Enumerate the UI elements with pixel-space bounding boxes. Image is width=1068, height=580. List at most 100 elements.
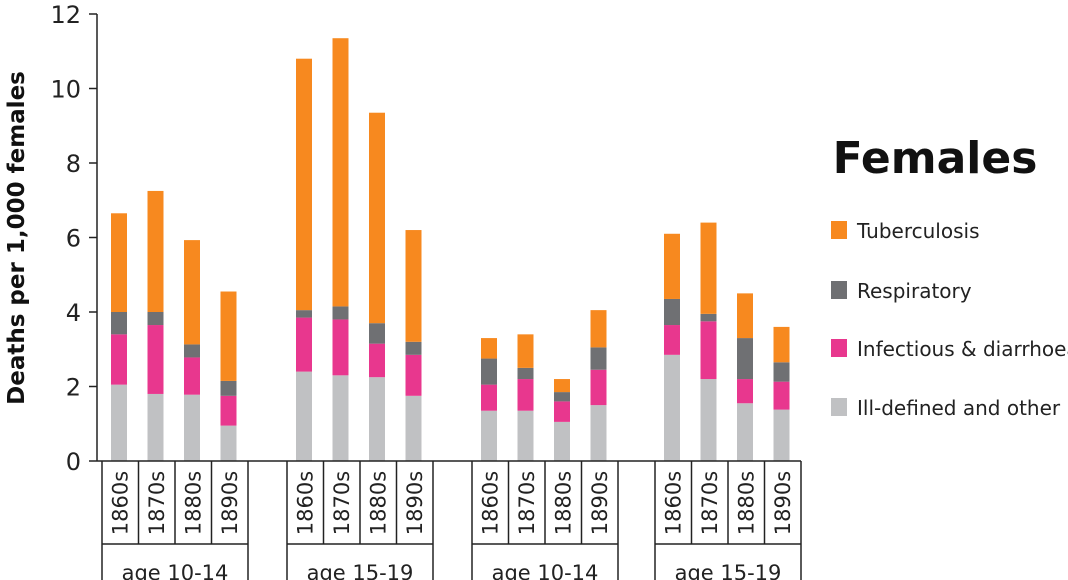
- bar-segment: [369, 377, 385, 461]
- bar-segment: [664, 298, 680, 326]
- bar-segment: [296, 317, 312, 372]
- legend-swatch: [831, 221, 847, 239]
- category-label: 1860s: [478, 471, 502, 535]
- category-label: 1890s: [218, 471, 242, 535]
- legend-swatch: [831, 398, 847, 416]
- bar-segment: [111, 312, 127, 335]
- y-tick-label: 2: [66, 374, 81, 402]
- category-label: 1880s: [551, 471, 575, 535]
- y-tick-label: 12: [50, 1, 81, 29]
- bar-segment: [737, 338, 753, 380]
- group-label: age 10-14: [122, 561, 229, 580]
- bar-segment: [773, 362, 790, 382]
- bar-segment: [590, 310, 607, 348]
- y-axis-label: Deaths per 1,000 females: [4, 71, 30, 405]
- bar-segment: [554, 421, 570, 461]
- category-label: 1880s: [366, 471, 390, 535]
- bar-segment: [220, 380, 237, 396]
- bar-segment: [554, 392, 570, 402]
- bar-segment: [147, 393, 164, 461]
- group-label: age 10-14: [492, 561, 599, 580]
- bar-segment: [481, 410, 497, 461]
- bar-segment: [332, 38, 349, 307]
- bar-segment: [481, 358, 497, 385]
- bar-segment: [184, 240, 200, 345]
- category-label: 1870s: [145, 471, 169, 535]
- bar-segment: [332, 306, 349, 320]
- bar-segment: [184, 357, 200, 395]
- bar-segment: [220, 425, 237, 461]
- bar-segment: [296, 310, 312, 318]
- bar-segment: [554, 401, 570, 422]
- category-label: 1860s: [293, 471, 317, 535]
- bar-segment: [700, 379, 717, 461]
- bar-segment: [517, 334, 534, 368]
- bar-segment: [184, 394, 200, 461]
- category-label: 1860s: [661, 471, 685, 535]
- bar-segment: [737, 403, 753, 461]
- category-label: 1880s: [181, 471, 205, 535]
- bar-segment: [773, 326, 790, 363]
- legend-swatch: [831, 339, 847, 357]
- bar-segment: [590, 347, 607, 370]
- bar-segment: [184, 344, 200, 358]
- bar-segment: [147, 190, 164, 312]
- group-label: age 15-19: [307, 561, 414, 580]
- bar-segment: [147, 325, 164, 394]
- category-label: 1890s: [403, 471, 427, 535]
- bars: [111, 38, 790, 461]
- bar-segment: [405, 341, 422, 355]
- bar-segment: [517, 410, 534, 461]
- legend-title: Females: [833, 133, 1038, 184]
- bar-segment: [664, 233, 680, 299]
- bar-segment: [111, 213, 127, 312]
- category-label: 1890s: [771, 471, 795, 535]
- bar-segment: [369, 343, 385, 378]
- y-tick-label: 10: [50, 76, 81, 104]
- y-tick-label: 6: [66, 225, 81, 253]
- bar-segment: [481, 338, 497, 359]
- legend-swatch: [831, 281, 847, 299]
- y-tick-label: 4: [66, 299, 81, 327]
- y-tick-label: 8: [66, 150, 81, 178]
- bar-segment: [369, 323, 385, 344]
- bar-segment: [700, 313, 717, 322]
- category-label: 1890s: [588, 471, 612, 535]
- bar-segment: [700, 321, 717, 380]
- bar-segment: [517, 367, 534, 380]
- bar-segment: [296, 371, 312, 461]
- bar-segment: [590, 405, 607, 461]
- bar-segment: [405, 354, 422, 396]
- bar-segment: [773, 381, 790, 410]
- bar-segment: [664, 325, 680, 355]
- bar-segment: [111, 334, 127, 385]
- bar-segment: [590, 369, 607, 406]
- legend-label: Ill-defined and other: [857, 396, 1061, 420]
- category-label: 1880s: [734, 471, 758, 535]
- y-tick-label: 0: [66, 448, 81, 476]
- y-axis: 0 2 4 6 8 10 12: [50, 1, 98, 476]
- bar-segment: [147, 312, 164, 326]
- category-label: 1870s: [515, 471, 539, 535]
- bar-segment: [220, 395, 237, 426]
- legend-label: Infectious & diarrhoea: [857, 337, 1068, 361]
- group-label: age 15-19: [675, 561, 782, 580]
- category-label: 1870s: [330, 471, 354, 535]
- bar-segment: [517, 379, 534, 411]
- bar-segment: [700, 222, 717, 314]
- bar-segment: [481, 384, 497, 411]
- bar-segment: [405, 230, 422, 342]
- x-axis: 1860s 1870s 1880s 1890s age 10-14 1860s 1870s 1…: [97, 460, 802, 580]
- bar-segment: [332, 319, 349, 376]
- legend: Females Tuberculosis Respiratory Infectiou…: [831, 133, 1068, 420]
- bar-segment: [737, 379, 753, 404]
- bar-segment: [405, 395, 422, 461]
- bar-segment: [737, 293, 753, 339]
- bar-segment: [296, 58, 312, 311]
- legend-label: Respiratory: [857, 279, 972, 303]
- bar-segment: [332, 375, 349, 461]
- bar-segment: [111, 384, 127, 461]
- bar-segment: [773, 409, 790, 461]
- bar-segment: [554, 379, 570, 393]
- bar-segment: [369, 112, 385, 324]
